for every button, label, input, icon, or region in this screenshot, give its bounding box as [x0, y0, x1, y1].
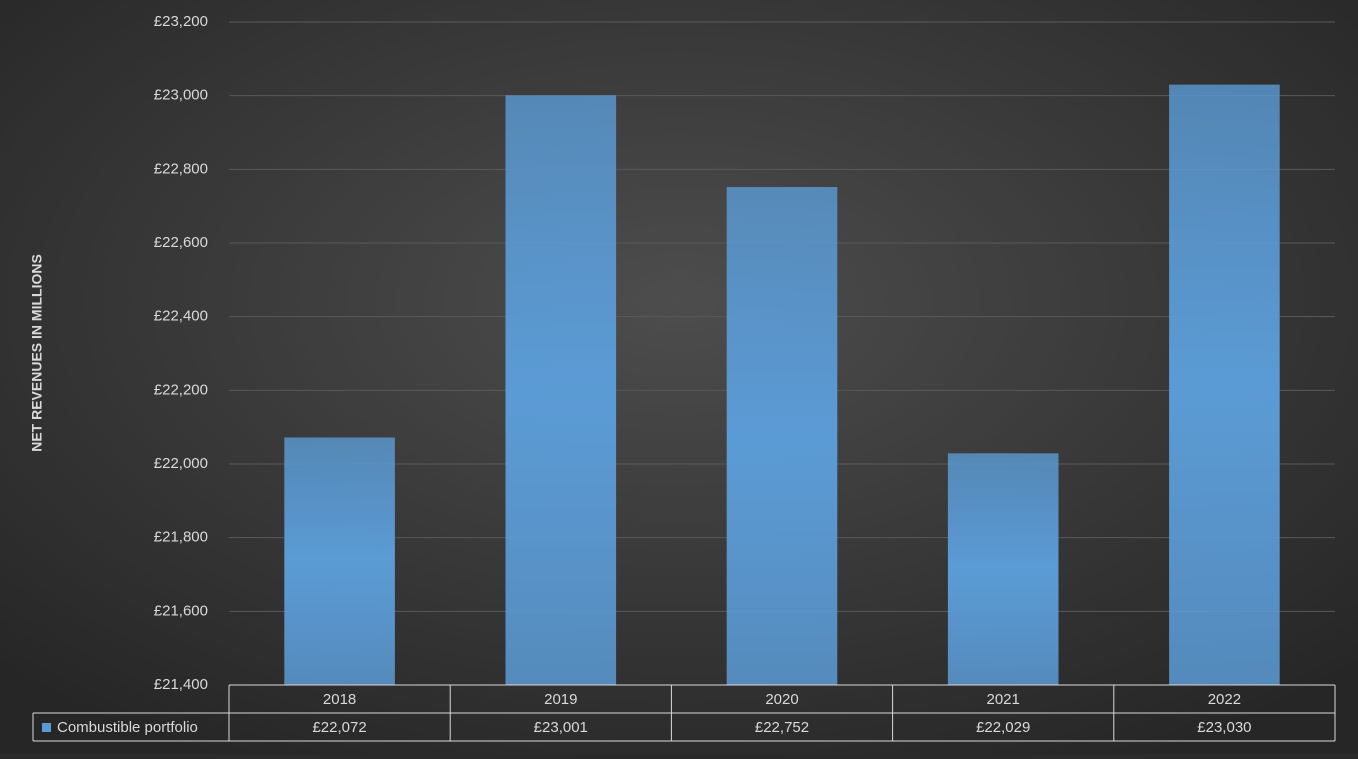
x-tick-label: 2020	[765, 691, 798, 708]
y-tick-label: £21,400	[154, 676, 208, 693]
y-tick-label: £22,400	[154, 308, 208, 325]
x-tick-label: 2021	[987, 691, 1020, 708]
bar	[505, 95, 617, 685]
bar	[726, 187, 838, 685]
y-axis-label: NET REVENUES IN MILLIONS	[29, 254, 45, 452]
y-tick-label: £23,000	[154, 87, 208, 104]
y-tick-label: £22,600	[154, 234, 208, 251]
bar	[284, 437, 395, 685]
legend-label: Combustible portfolio	[57, 719, 198, 736]
y-tick-label: £23,200	[154, 13, 208, 30]
table-value: £23,030	[1197, 719, 1251, 736]
x-tick-label: 2019	[544, 691, 577, 708]
bar	[947, 453, 1059, 685]
y-tick-label: £22,800	[154, 160, 208, 177]
legend-swatch	[42, 723, 51, 732]
x-tick-label: 2018	[323, 691, 356, 708]
table-value: £22,029	[976, 719, 1030, 736]
y-tick-label: £21,800	[154, 529, 208, 546]
bar	[1169, 84, 1280, 685]
table-value: £23,001	[534, 719, 588, 736]
y-tick-label: £22,200	[154, 381, 208, 398]
table-value: £22,072	[312, 719, 366, 736]
y-tick-label: £22,000	[154, 455, 208, 472]
table-value: £22,752	[755, 719, 809, 736]
y-tick-label: £21,600	[154, 602, 208, 619]
x-tick-label: 2022	[1208, 691, 1241, 708]
